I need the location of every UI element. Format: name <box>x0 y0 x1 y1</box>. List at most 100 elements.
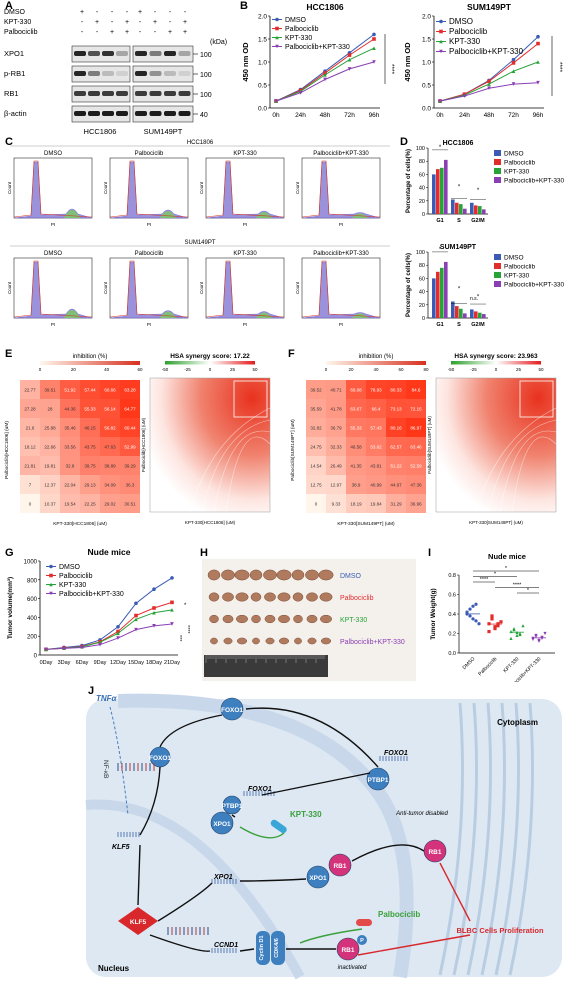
ruler <box>204 655 328 677</box>
heatmap-cell <box>326 437 346 456</box>
blot-band <box>149 111 162 116</box>
heatmap-value: 39.75 <box>84 464 96 469</box>
heatmap-cell <box>40 456 60 475</box>
hsa-colorbar <box>165 361 255 365</box>
legend-label: Palbociclib <box>285 26 319 33</box>
legend-label: Palbociclib+KPT-330 <box>504 178 565 185</box>
panel-label-a: A <box>5 0 13 12</box>
data-point <box>298 91 303 95</box>
bar <box>432 174 436 214</box>
y-tick-label: 20 <box>419 303 425 309</box>
cdk-label: CDK4/6 <box>274 938 280 958</box>
y-tick-label: 0.5 <box>422 83 431 90</box>
flow-plot-frame <box>205 257 285 319</box>
heatmap-value: 7 <box>29 483 32 488</box>
y-tick-label: 0.0 <box>422 106 431 113</box>
flow-fit-line <box>301 260 381 318</box>
data-point <box>170 600 174 605</box>
heatmap-value: 41.78 <box>330 407 342 412</box>
flow-x-label: PI <box>339 322 343 327</box>
data-point <box>477 622 481 626</box>
data-point <box>509 636 513 640</box>
growth-chart-sum149pt: SUM149PT 0.0 0.5 1.0 1.5 2.0 450 nm OD 0h 24h 48h… <box>403 2 563 119</box>
heatmap-cell <box>20 437 40 456</box>
data-point <box>468 614 472 618</box>
heatmap-value: 44.36 <box>64 407 76 412</box>
heatmap-value: 41.35 <box>350 464 362 469</box>
data-point <box>80 645 84 650</box>
heatmap-value: 14.54 <box>310 464 322 469</box>
heatmap-cell <box>346 456 366 475</box>
data-point <box>323 71 327 75</box>
hsa-surface <box>149 377 271 513</box>
blot-box <box>71 105 131 123</box>
significance-mark: *** <box>176 635 182 642</box>
heatmap-cell <box>40 437 60 456</box>
heatmap-value: 35.59 <box>310 407 322 412</box>
colorbar-tick: 0 <box>325 367 328 372</box>
flow-fit-line <box>13 160 93 218</box>
data-point <box>536 34 540 39</box>
hsa-contour <box>201 419 271 513</box>
tumor-sample <box>208 592 220 602</box>
heatmap-cell <box>306 494 326 513</box>
inactivated-label: inactivated <box>338 965 367 971</box>
blot-condition-mark: + <box>110 29 114 36</box>
legend-label: Palbociclib <box>59 573 93 580</box>
data-point <box>499 620 503 624</box>
heatmap-value: 47.36 <box>410 483 422 488</box>
tumor-sample <box>249 569 263 581</box>
data-point <box>49 591 53 596</box>
bar <box>436 169 440 214</box>
hsa-contour <box>487 419 557 513</box>
bar <box>459 308 463 318</box>
tumor-sample <box>318 569 334 581</box>
data-point <box>512 628 516 632</box>
flow-panel-title: KPT-330 <box>233 151 257 157</box>
series-line <box>45 577 173 650</box>
heatmap-cell <box>80 399 100 418</box>
x-axis-label: KPT-330[SUM149PT] (uM) <box>337 521 395 527</box>
x-tick-label: G2/M <box>471 218 485 224</box>
heatmap-cell <box>386 494 406 513</box>
y-tick-label: 600 <box>27 597 38 603</box>
heatmap-cell <box>346 494 366 513</box>
heatmap-cell <box>80 456 100 475</box>
heatmap-value: 33.56 <box>64 445 76 450</box>
heatmap-title: inhibition (%) <box>359 354 394 360</box>
heatmap-cell <box>20 456 40 475</box>
data-point <box>487 629 491 634</box>
bar <box>451 301 455 318</box>
tumor-sample <box>278 614 290 624</box>
flow-y-label: Count <box>199 181 204 194</box>
tumor-sample <box>306 592 318 602</box>
data-point <box>534 634 538 639</box>
heatmap-cell <box>100 475 120 494</box>
foxo1-cytoplasm-label: FOXO1 <box>221 707 243 714</box>
hsa-contour <box>189 407 271 513</box>
legend-label: KPT-330 <box>504 169 530 176</box>
data-point <box>274 99 278 103</box>
legend-label: Palbociclib <box>449 27 488 36</box>
data-point <box>44 647 48 652</box>
blot-band <box>88 91 100 96</box>
data-point <box>372 46 376 50</box>
pathway-arrow <box>239 878 307 882</box>
heatmap-cell <box>386 475 406 494</box>
heatmap-value: 18.19 <box>350 502 362 507</box>
heatmap-cell <box>366 399 386 418</box>
blot-band <box>135 111 147 116</box>
tumor-sample <box>276 569 292 581</box>
heatmap-cell <box>100 418 120 437</box>
data-point <box>439 19 443 24</box>
blot-band <box>74 71 86 76</box>
y-axis-label: Palbociclib[SUM149PT] (uM) <box>427 416 432 474</box>
flow-histogram <box>109 261 189 319</box>
flow-y-label: Count <box>7 281 12 294</box>
pathway-arrow <box>439 862 471 922</box>
data-point <box>98 642 102 647</box>
tumor-sample <box>223 637 233 645</box>
heatmap-cell <box>120 399 140 418</box>
blot-kda-value: 40 <box>200 112 208 119</box>
cellcycle-chart-sum149pt: SUM149PT 0 20 40 60 80 100 Percentage of cells(… <box>406 244 565 328</box>
